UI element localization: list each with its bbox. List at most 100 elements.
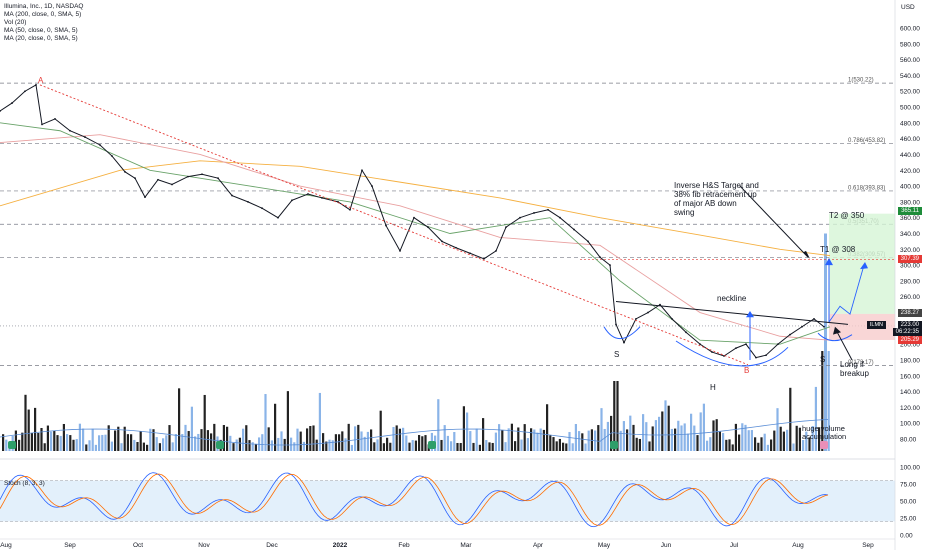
volume-bar bbox=[581, 433, 584, 451]
volume-bar bbox=[178, 388, 181, 451]
price-tick-label: 560.00 bbox=[900, 57, 920, 64]
price-tag-307: 307.39 bbox=[897, 255, 922, 263]
price-point bbox=[124, 170, 126, 173]
volume-bar bbox=[318, 392, 321, 451]
volume-bar bbox=[517, 427, 520, 451]
volume-bar bbox=[338, 434, 341, 451]
price-point bbox=[659, 303, 661, 306]
price-point bbox=[187, 175, 189, 178]
t1-label: T1 @ 308 bbox=[820, 245, 856, 254]
volume-bar bbox=[395, 425, 398, 451]
volume-bar bbox=[738, 434, 741, 451]
volume-bar bbox=[40, 427, 43, 451]
price-point bbox=[337, 200, 339, 203]
price-point bbox=[0, 110, 1, 112]
volume-bar bbox=[130, 434, 133, 451]
volume-bar bbox=[226, 426, 229, 451]
volume-bar bbox=[798, 427, 801, 451]
target-arrowhead bbox=[825, 258, 833, 266]
volume-bar bbox=[658, 416, 661, 451]
volume-bar bbox=[526, 438, 529, 451]
volume-bar bbox=[50, 431, 53, 451]
event-marker bbox=[820, 441, 828, 449]
volume-note: huge volume accumulation bbox=[802, 425, 846, 441]
volume-note-line: huge volume bbox=[802, 424, 845, 433]
volume-bar bbox=[453, 432, 456, 451]
volume-bar bbox=[251, 442, 254, 451]
volume-bar bbox=[651, 426, 654, 451]
volume-bar bbox=[654, 420, 657, 451]
volume-bar bbox=[392, 427, 395, 451]
target-note-line: of major AB down bbox=[674, 199, 737, 208]
volume-bar bbox=[82, 428, 85, 451]
long-note-line: Long if bbox=[840, 360, 865, 369]
volume-bar bbox=[466, 412, 469, 451]
volume-bar bbox=[619, 430, 622, 451]
note-arrow-line bbox=[739, 185, 809, 258]
volume-bar bbox=[779, 426, 782, 451]
price-point bbox=[361, 169, 363, 172]
volume-bar bbox=[309, 425, 312, 451]
volume-bar bbox=[747, 430, 750, 451]
volume-bar bbox=[677, 420, 680, 451]
price-point bbox=[231, 194, 233, 197]
price-tick-label: 180.00 bbox=[900, 357, 920, 364]
earnings-marker bbox=[428, 441, 436, 449]
volume-bar bbox=[702, 403, 705, 451]
profit-zone bbox=[829, 213, 895, 314]
volume-bar bbox=[568, 432, 571, 451]
t2-label: T2 @ 350 bbox=[829, 211, 865, 220]
volume-bar bbox=[757, 442, 760, 451]
price-tick-label: 400.00 bbox=[900, 184, 920, 191]
volume-bar bbox=[158, 443, 161, 451]
price-tick-label: 460.00 bbox=[900, 136, 920, 143]
volume-bar bbox=[238, 437, 241, 451]
price-point bbox=[711, 351, 713, 353]
volume-bar bbox=[402, 427, 405, 451]
volume-bar bbox=[91, 428, 94, 451]
volume-bar bbox=[555, 441, 558, 451]
legend-line: MA (50, close, 0, SMA, 5) bbox=[4, 27, 78, 34]
volume-bar bbox=[299, 431, 302, 451]
volume-bar bbox=[789, 387, 792, 451]
time-tick-label: Nov bbox=[198, 542, 210, 549]
price-tick-label: 480.00 bbox=[900, 120, 920, 127]
volume-bar bbox=[190, 406, 193, 451]
chart-legend: Illumina, Inc., 1D, NASDAQ MA (200, clos… bbox=[4, 3, 83, 43]
price-point bbox=[455, 246, 457, 249]
volume-bar bbox=[802, 440, 805, 451]
volume-bar bbox=[254, 444, 257, 451]
head-arc bbox=[675, 340, 789, 367]
volume-bar bbox=[565, 443, 568, 451]
volume-bar bbox=[322, 433, 325, 451]
volume-bar bbox=[280, 431, 283, 451]
ticker-tag: ILMN bbox=[866, 321, 886, 329]
volume-bar bbox=[574, 424, 577, 451]
price-tick-label: 260.00 bbox=[900, 294, 920, 301]
volume-bar bbox=[366, 431, 369, 451]
volume-bar bbox=[795, 425, 798, 451]
volume-bar bbox=[94, 444, 97, 451]
volume-bar bbox=[206, 430, 209, 451]
volume-bar bbox=[286, 391, 289, 451]
price-tick-label: 360.00 bbox=[900, 215, 920, 222]
volume-bar bbox=[462, 406, 465, 451]
long-note-line: breakup bbox=[840, 369, 869, 378]
neckline-label: neckline bbox=[717, 294, 747, 303]
volume-bar bbox=[712, 420, 715, 451]
price-point bbox=[609, 264, 611, 267]
volume-bar bbox=[456, 442, 459, 451]
volume-bar bbox=[622, 421, 625, 451]
volume-bar bbox=[680, 425, 683, 451]
volume-bar bbox=[709, 437, 712, 451]
volume-bar bbox=[562, 442, 565, 451]
price-point bbox=[144, 196, 146, 199]
volume-bar bbox=[734, 423, 737, 451]
time-tick-label: Dec bbox=[266, 542, 278, 549]
volume-bar bbox=[488, 442, 491, 451]
volume-bar bbox=[827, 351, 830, 451]
price-point bbox=[699, 343, 701, 346]
volume-bar bbox=[370, 429, 373, 451]
volume-bar bbox=[78, 423, 81, 451]
